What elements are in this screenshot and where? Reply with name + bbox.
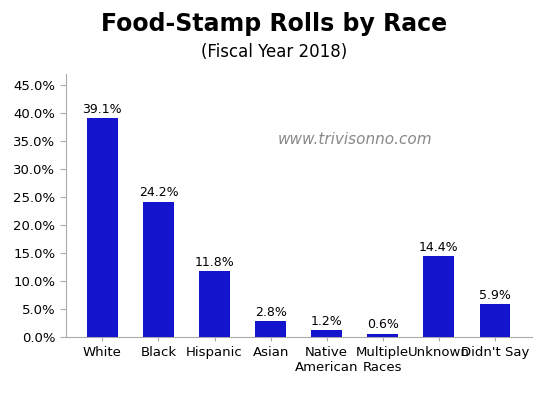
- Text: 39.1%: 39.1%: [83, 103, 122, 116]
- Bar: [143, 201, 174, 337]
- Text: 14.4%: 14.4%: [419, 241, 459, 254]
- Bar: [367, 334, 398, 337]
- Text: Food-Stamp Rolls by Race: Food-Stamp Rolls by Race: [101, 12, 447, 36]
- Text: 24.2%: 24.2%: [139, 186, 178, 199]
- Text: 5.9%: 5.9%: [479, 289, 511, 302]
- Bar: [87, 118, 118, 337]
- Text: (Fiscal Year 2018): (Fiscal Year 2018): [201, 43, 347, 61]
- Bar: [255, 321, 286, 337]
- Bar: [424, 256, 454, 337]
- Bar: [199, 271, 230, 337]
- Text: 11.8%: 11.8%: [195, 256, 235, 269]
- Text: 2.8%: 2.8%: [255, 306, 287, 319]
- Bar: [311, 330, 342, 337]
- Text: www.trivisonno.com: www.trivisonno.com: [277, 132, 432, 147]
- Text: 1.2%: 1.2%: [311, 315, 342, 328]
- Bar: [480, 304, 510, 337]
- Text: 0.6%: 0.6%: [367, 319, 399, 331]
